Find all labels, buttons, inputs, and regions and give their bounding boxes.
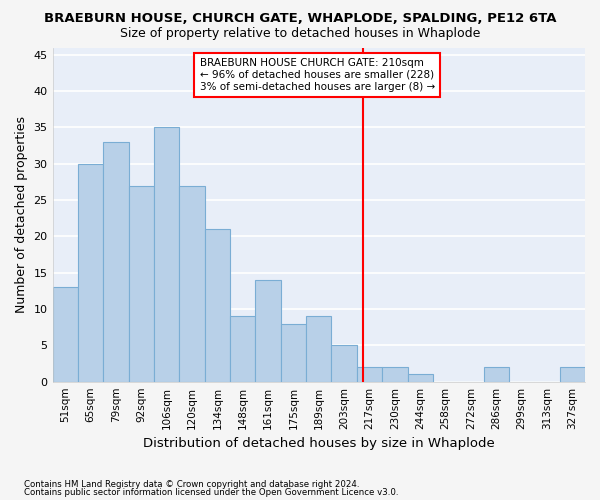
Bar <box>103 142 128 382</box>
Bar <box>357 367 382 382</box>
Bar <box>179 186 205 382</box>
Text: BRAEBURN HOUSE, CHURCH GATE, WHAPLODE, SPALDING, PE12 6TA: BRAEBURN HOUSE, CHURCH GATE, WHAPLODE, S… <box>44 12 556 26</box>
Y-axis label: Number of detached properties: Number of detached properties <box>15 116 28 313</box>
Bar <box>560 367 585 382</box>
Bar <box>78 164 103 382</box>
Bar <box>230 316 256 382</box>
Bar <box>382 367 407 382</box>
Text: Size of property relative to detached houses in Whaplode: Size of property relative to detached ho… <box>120 28 480 40</box>
X-axis label: Distribution of detached houses by size in Whaplode: Distribution of detached houses by size … <box>143 437 494 450</box>
Bar <box>484 367 509 382</box>
Bar <box>53 287 78 382</box>
Bar <box>205 229 230 382</box>
Bar <box>407 374 433 382</box>
Bar <box>154 128 179 382</box>
Text: Contains public sector information licensed under the Open Government Licence v3: Contains public sector information licen… <box>24 488 398 497</box>
Text: Contains HM Land Registry data © Crown copyright and database right 2024.: Contains HM Land Registry data © Crown c… <box>24 480 359 489</box>
Bar <box>306 316 331 382</box>
Bar <box>256 280 281 382</box>
Bar <box>281 324 306 382</box>
Bar <box>128 186 154 382</box>
Bar <box>331 346 357 382</box>
Text: BRAEBURN HOUSE CHURCH GATE: 210sqm
← 96% of detached houses are smaller (228)
3%: BRAEBURN HOUSE CHURCH GATE: 210sqm ← 96%… <box>200 58 435 92</box>
